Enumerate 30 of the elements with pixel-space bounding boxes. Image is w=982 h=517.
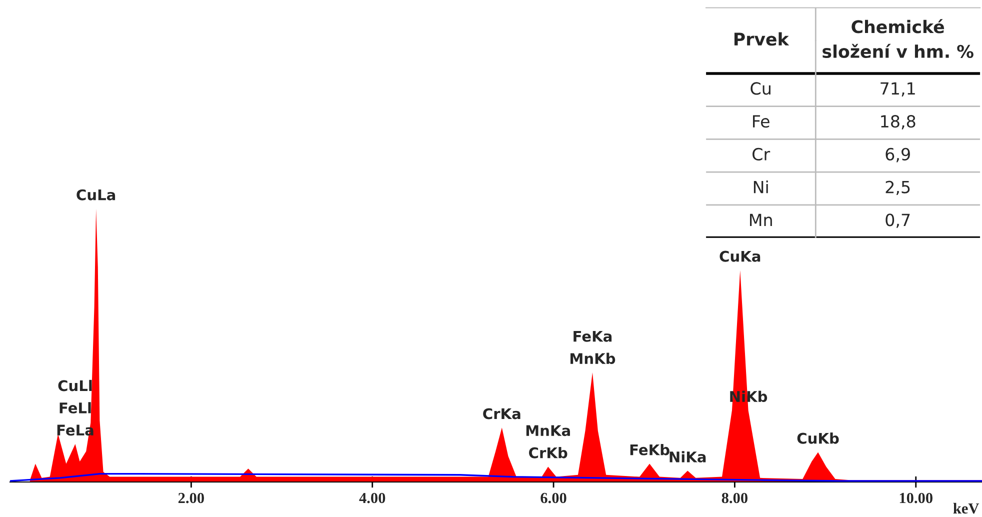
text: 6,9	[886, 148, 910, 162]
annotation: MnKb	[570, 352, 616, 364]
text: 2,5	[886, 180, 910, 196]
category-label: Cu	[750, 82, 770, 95]
annotation: CuKa	[720, 250, 760, 262]
text: Chemické složení v hm. %	[822, 19, 974, 58]
annotation: CuLa	[76, 189, 116, 200]
text: Prvek	[734, 32, 790, 46]
annotation: MnKa	[526, 425, 570, 436]
x-tick-label: 10.00	[900, 492, 932, 504]
text: 71,1	[880, 82, 915, 96]
annotation: CuLl	[58, 380, 92, 392]
category-label: Mn	[750, 214, 772, 226]
x-tick-label: 6.00	[540, 492, 566, 504]
annotation: NiKa	[670, 451, 706, 462]
category-label: Ni	[754, 180, 768, 194]
annotation: CuKb	[797, 432, 839, 444]
text: 0,7	[886, 214, 910, 228]
x-tick-label: 4.00	[359, 492, 386, 504]
category-label: Fe	[753, 115, 770, 128]
annotation: FeKb	[630, 444, 670, 456]
x-tick-label: 8.00	[722, 492, 748, 504]
text: 18,8	[881, 115, 916, 130]
annotation: FeLl	[60, 402, 91, 414]
category-label: Cr	[752, 148, 770, 160]
annotation: CrKb	[529, 447, 568, 458]
x-axis-title: keV	[953, 502, 980, 514]
annotation: FeKa	[574, 330, 612, 342]
x-tick-label: 2.00	[178, 492, 204, 504]
annotation: CrKa	[483, 408, 520, 420]
